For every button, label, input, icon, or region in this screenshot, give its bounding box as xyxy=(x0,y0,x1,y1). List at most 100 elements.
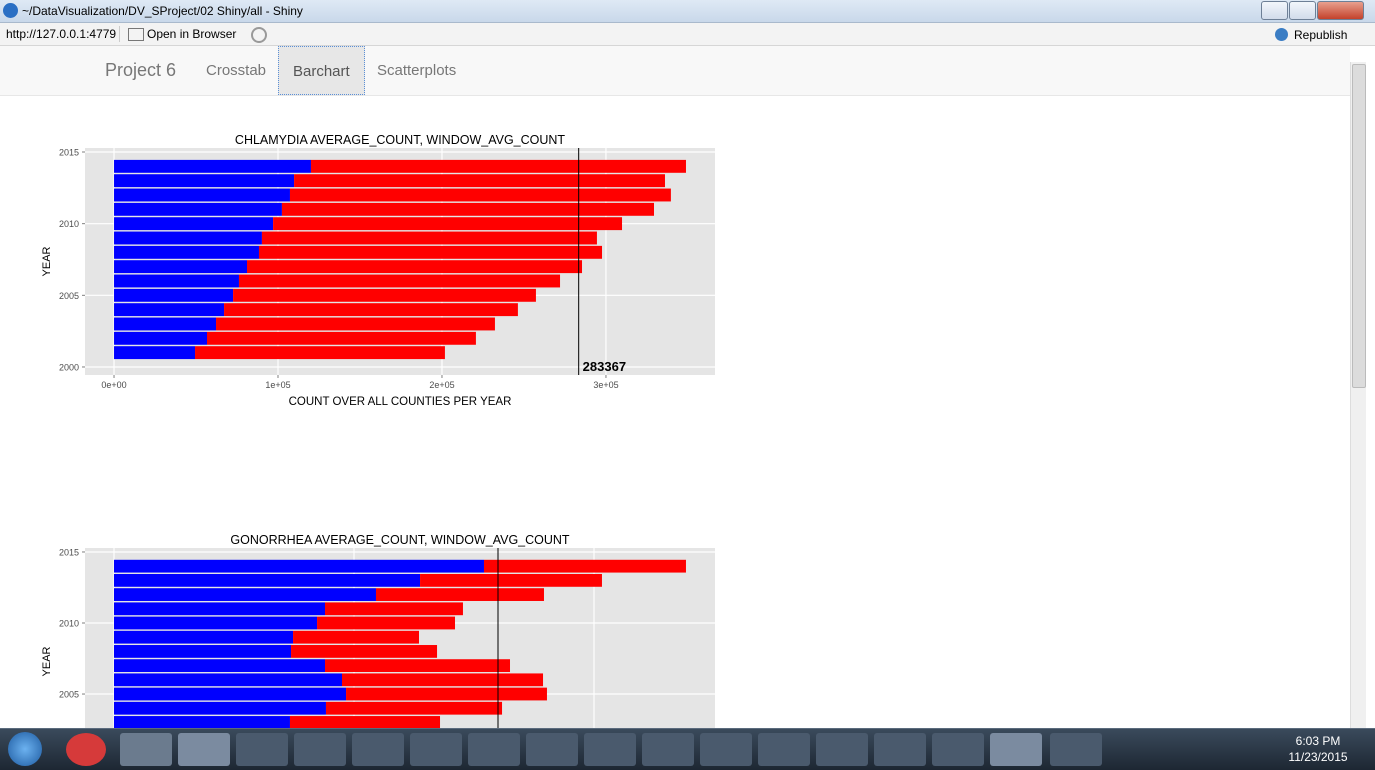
bar xyxy=(114,202,282,216)
bar xyxy=(195,346,445,360)
content: 2000 2005 2010 2015 0e+00 1e+05 2e+05 3e+05 2833… xyxy=(0,96,1350,728)
bar xyxy=(114,559,484,573)
bar xyxy=(114,217,274,231)
republish-icon xyxy=(1275,28,1288,41)
clock-date[interactable]: 11/23/2015 xyxy=(1288,750,1348,764)
bar xyxy=(114,645,292,658)
open-in-browser[interactable]: Open in Browser xyxy=(147,27,237,41)
bar xyxy=(114,701,326,715)
bar xyxy=(224,303,518,317)
y-tick-label: 2000 xyxy=(59,362,79,372)
y-tick-label: 2015 xyxy=(59,148,79,158)
bar xyxy=(114,573,421,587)
y-tick-label: 2005 xyxy=(59,690,79,700)
taskbar-icon[interactable] xyxy=(468,733,520,766)
taskbar-icon[interactable] xyxy=(700,733,752,766)
chart-title: GONORRHEA AVERAGE_COUNT, WINDOW_AVG_COUN… xyxy=(230,533,570,547)
window-title: ~/DataVisualization/DV_SProject/02 Shiny… xyxy=(22,4,303,18)
app-icon xyxy=(3,3,18,18)
bar xyxy=(114,245,259,259)
start-button[interactable] xyxy=(8,732,42,766)
scrollbar[interactable] xyxy=(1350,62,1366,728)
taskbar-icon[interactable] xyxy=(874,733,926,766)
bar xyxy=(114,716,290,728)
bar xyxy=(325,602,463,616)
bar xyxy=(346,687,547,701)
taskbar-icon[interactable] xyxy=(1050,733,1102,766)
bar xyxy=(114,687,347,701)
bar xyxy=(325,659,511,673)
nav-tab[interactable]: Scatterplots xyxy=(377,62,457,79)
taskbar-icon[interactable] xyxy=(236,733,288,766)
x-tick-label: 2e+05 xyxy=(429,380,454,390)
taskbar-icon[interactable] xyxy=(66,733,106,766)
title-bar: ~/DataVisualization/DV_SProject/02 Shiny… xyxy=(0,0,1375,23)
bar xyxy=(114,317,217,331)
bar xyxy=(317,616,455,630)
taskbar-icon[interactable] xyxy=(642,733,694,766)
taskbar-icon[interactable] xyxy=(816,733,868,766)
scroll-thumb[interactable] xyxy=(1352,64,1366,388)
bar xyxy=(289,188,671,202)
maximize-button[interactable] xyxy=(1289,1,1316,20)
y-tick-label: 2015 xyxy=(59,547,79,557)
bar xyxy=(114,188,290,202)
bar xyxy=(289,716,441,728)
navbar: Project 6 Crosstab Barchart Scatterplots xyxy=(0,46,1350,96)
taskbar-icon[interactable] xyxy=(352,733,404,766)
brand[interactable]: Project 6 xyxy=(105,60,177,80)
bar xyxy=(114,159,311,173)
bar xyxy=(258,245,603,259)
taskbar-icon[interactable] xyxy=(120,733,172,766)
y-axis-label: YEAR xyxy=(41,246,53,276)
bar xyxy=(238,274,561,288)
url[interactable]: http://127.0.0.1:4779 xyxy=(6,27,117,41)
nav-tab[interactable]: Crosstab xyxy=(206,62,267,79)
bar xyxy=(114,303,225,317)
charts: 2000 2005 2010 2015 0e+00 1e+05 2e+05 3e+05 2833… xyxy=(41,133,715,728)
taskbar-icon[interactable] xyxy=(178,733,230,766)
taskbar-icon[interactable] xyxy=(932,733,984,766)
chart-title: CHLAMYDIA AVERAGE_COUNT, WINDOW_AVG_COUN… xyxy=(235,133,566,147)
bar xyxy=(293,630,419,644)
taskbar: 6:03 PM 11/23/2015 xyxy=(0,728,1375,770)
reference-label: 283367 xyxy=(583,359,626,374)
bar xyxy=(325,701,503,715)
taskbar-icon[interactable] xyxy=(410,733,462,766)
bar xyxy=(247,260,583,274)
toolbar: http://127.0.0.1:4779 Open in Browser Re… xyxy=(0,23,1375,46)
bar xyxy=(114,602,326,616)
taskbar-icon[interactable] xyxy=(990,733,1042,766)
bar xyxy=(114,274,239,288)
bar xyxy=(114,673,343,687)
bar xyxy=(281,202,655,216)
y-tick-label: 2005 xyxy=(59,291,79,301)
nav-tab-active[interactable]: Barchart xyxy=(278,46,365,95)
bar xyxy=(114,288,234,302)
republish-button[interactable]: Republish xyxy=(1294,28,1348,42)
bar xyxy=(261,231,597,245)
x-tick-label: 1e+05 xyxy=(265,380,290,390)
bar xyxy=(294,174,665,188)
taskbar-icon[interactable] xyxy=(294,733,346,766)
taskbar-icon[interactable] xyxy=(526,733,578,766)
bar xyxy=(342,673,544,687)
close-button[interactable] xyxy=(1317,1,1364,20)
bar xyxy=(114,588,376,601)
taskbar-icon[interactable] xyxy=(758,733,810,766)
bar xyxy=(310,159,686,173)
clock-time[interactable]: 6:03 PM xyxy=(1295,734,1341,748)
refresh-button[interactable] xyxy=(251,27,267,43)
taskbar-icon[interactable] xyxy=(584,733,636,766)
x-axis-label: COUNT OVER ALL COUNTIES PER YEAR xyxy=(289,396,512,408)
bar xyxy=(483,559,686,573)
bar xyxy=(114,174,295,188)
y-tick-label: 2010 xyxy=(59,619,79,629)
separator xyxy=(119,26,120,42)
bar xyxy=(114,331,207,345)
minimize-button[interactable] xyxy=(1261,1,1288,20)
y-tick-label: 2010 xyxy=(59,219,79,229)
bar xyxy=(273,217,623,231)
bar xyxy=(233,288,536,302)
